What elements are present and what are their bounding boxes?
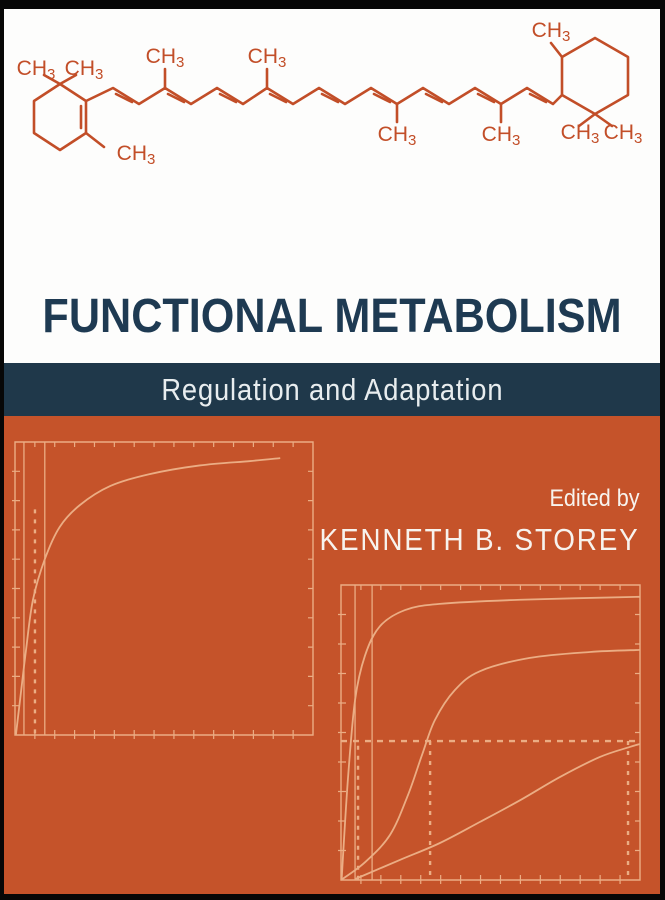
kinetics-plot-right [338,584,641,884]
methyl-label: CH3 [248,45,287,71]
methyl-label: CH3 [146,45,185,71]
right-gem-dimethyl-bonds [577,112,614,128]
cover-top-panel: CH3 CH3 CH3 CH3 CH3 CH3 CH3 CH3 CH3 CH3 … [4,9,660,363]
kinetics-plot-left [12,441,314,739]
methyl-label: CH3 [604,121,643,147]
book-subtitle: Regulation and Adaptation [160,371,504,407]
book-title: FUNCTIONAL METABOLISM [42,290,622,343]
credit-block: Edited by KENNETH B. STOREY [319,485,640,558]
edited-by-label: Edited by [549,485,640,512]
methyl-label: CH3 [561,121,600,147]
methyl-label: CH3 [117,142,156,168]
methyl-label: CH3 [482,123,521,149]
methyl-label: CH3 [378,123,417,149]
cover-inner-frame: CH3 CH3 CH3 CH3 CH3 CH3 CH3 CH3 CH3 CH3 … [4,9,660,894]
right-ring-methyl-bond [549,41,564,59]
chain-double-bonds [114,92,548,104]
methyl-label: CH3 [17,57,56,83]
chain-methyl-bonds [163,67,503,124]
beta-carotene-structure-icon: CH3 CH3 CH3 CH3 CH3 CH3 CH3 CH3 CH3 CH3 [17,19,643,168]
left-ring-methyl-bond [84,131,106,149]
polyene-chain-bond [84,86,564,106]
cover-bottom-panel: Edited by KENNETH B. STOREY [4,416,660,894]
methyl-label: CH3 [532,19,571,45]
subtitle-bar: Regulation and Adaptation [4,363,660,416]
right-ring-bond [560,36,630,116]
left-ring-bond [32,82,88,152]
methyl-label: CH3 [65,57,104,83]
editor-name: KENNETH B. STOREY [319,522,640,558]
left-gem-dimethyl-bonds [42,73,78,86]
